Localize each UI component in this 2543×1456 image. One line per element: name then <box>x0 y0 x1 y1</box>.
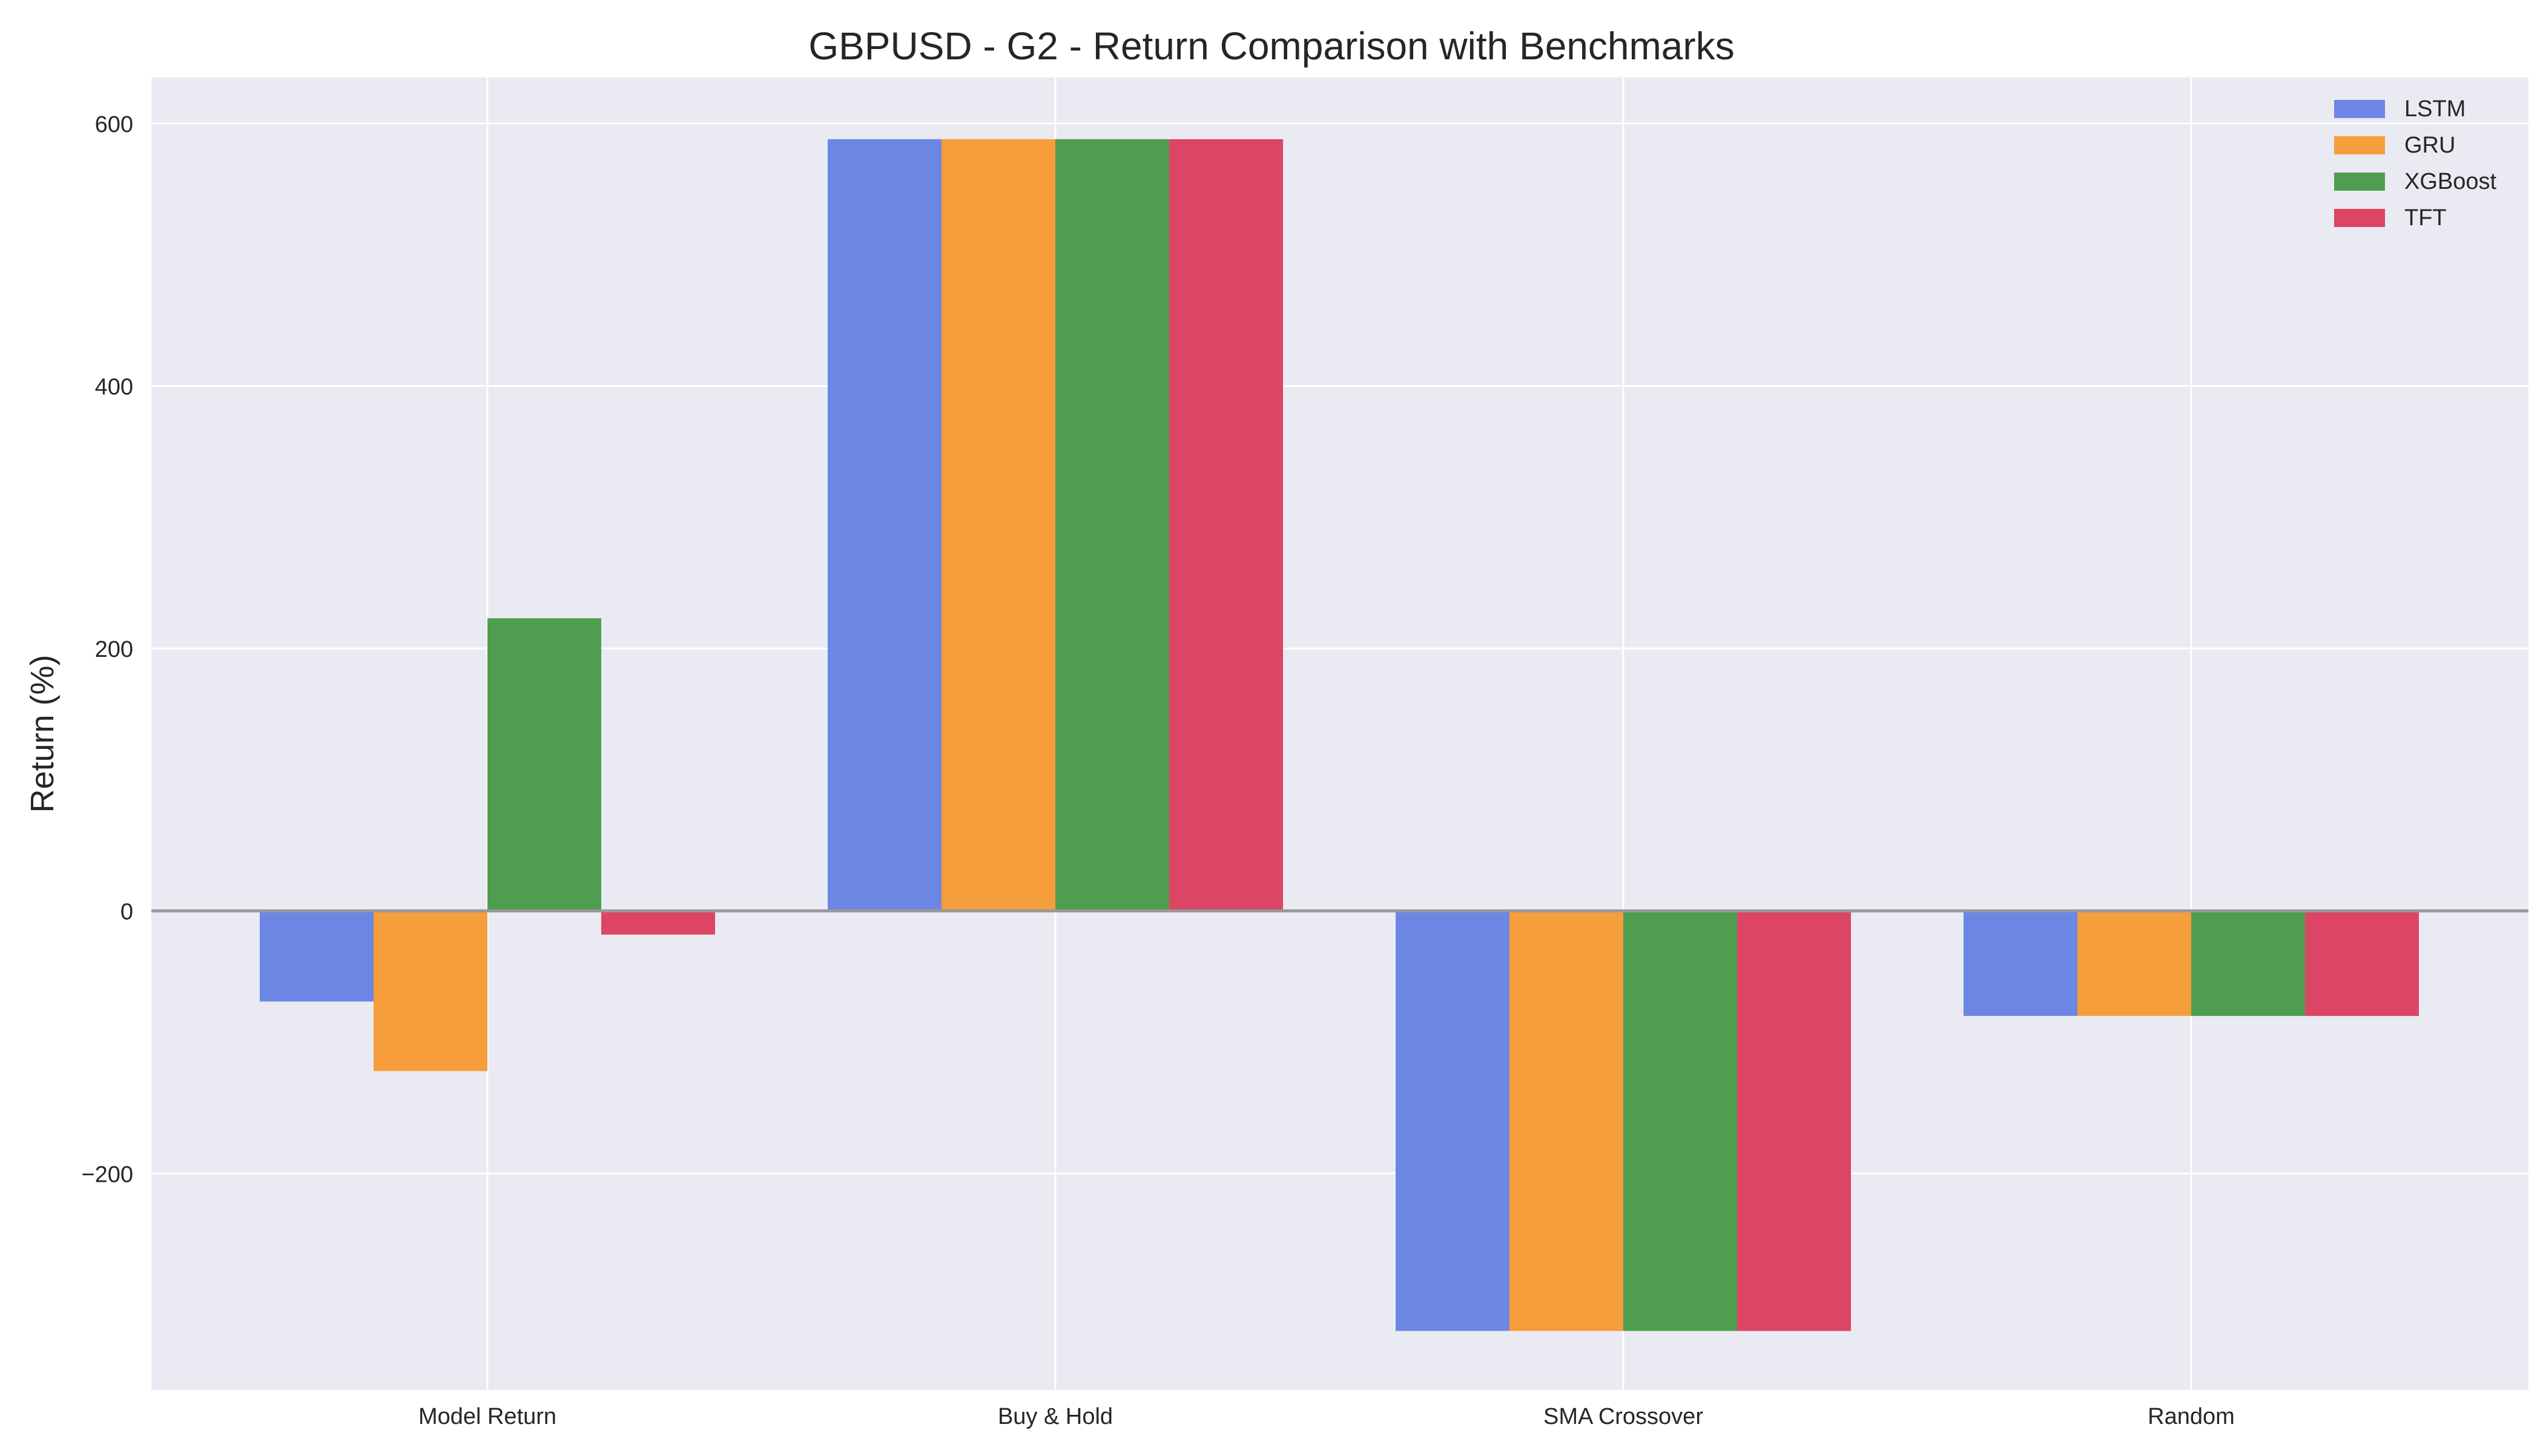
x-tick-label: SMA Crossover <box>1543 1404 1703 1429</box>
legend-swatch-gru <box>2334 136 2385 154</box>
bars <box>260 139 2419 1331</box>
y-tick-label: 200 <box>95 637 133 662</box>
x-tick-label: Random <box>2148 1404 2235 1429</box>
bar-lstm-4 <box>1964 911 2077 1016</box>
bar-lstm-3 <box>1396 911 1509 1331</box>
y-tick-label: 400 <box>95 374 133 400</box>
bar-gru-3 <box>1509 911 1623 1331</box>
bar-gru-4 <box>2077 911 2191 1016</box>
y-tick-labels: −200 0 200 400 600 <box>81 112 133 1187</box>
legend: LSTM GRU XGBoost TFT <box>2334 96 2497 231</box>
legend-label-gru: GRU <box>2404 133 2455 158</box>
bar-tft-2 <box>1169 139 1283 911</box>
x-tick-label: Model Return <box>418 1404 556 1429</box>
bar-tft-4 <box>2305 911 2419 1016</box>
bar-lstm-2 <box>828 139 942 911</box>
legend-label-tft: TFT <box>2404 205 2447 231</box>
legend-label-xgboost: XGBoost <box>2404 169 2497 194</box>
legend-swatch-xgboost <box>2334 173 2385 191</box>
bar-xgboost-2 <box>1055 139 1169 911</box>
y-axis-label: Return (%) <box>24 654 61 812</box>
bar-tft-3 <box>1737 911 1851 1331</box>
x-tick-labels: Model Return Buy & Hold SMA Crossover Rando… <box>418 1404 2235 1429</box>
chart-title: GBPUSD - G2 - Return Comparison with Ben… <box>808 24 1734 68</box>
bar-xgboost-3 <box>1623 911 1737 1331</box>
legend-label-lstm: LSTM <box>2404 96 2465 122</box>
bar-gru-2 <box>942 139 1055 911</box>
bar-xgboost-1 <box>487 618 601 911</box>
x-tick-label: Buy & Hold <box>998 1404 1113 1429</box>
bar-xgboost-4 <box>2191 911 2305 1016</box>
bar-tft-1 <box>601 911 715 935</box>
bar-lstm-1 <box>260 911 374 1002</box>
bar-gru-1 <box>374 911 487 1072</box>
y-tick-label: −200 <box>81 1162 133 1187</box>
legend-swatch-lstm <box>2334 100 2385 118</box>
y-tick-label: 600 <box>95 112 133 137</box>
legend-swatch-tft <box>2334 209 2385 227</box>
y-tick-label: 0 <box>120 900 133 925</box>
